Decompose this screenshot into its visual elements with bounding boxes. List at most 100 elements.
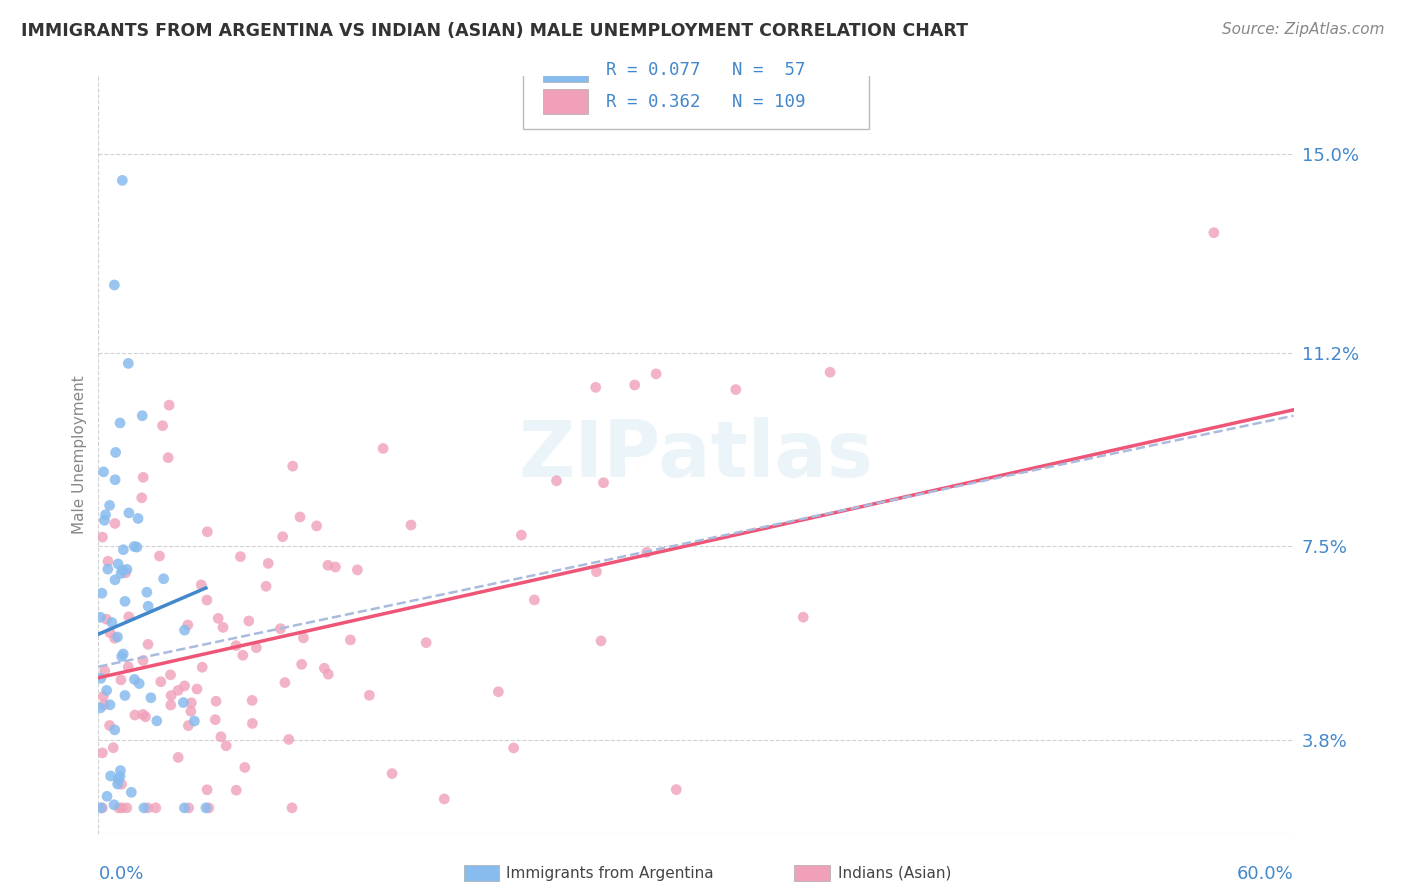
- Point: [152, 418, 174, 433]
- Y-axis label: Male Unemployment: Male Unemployment: [72, 376, 87, 534]
- Point: [97, 562, 120, 576]
- Point: [134, 709, 156, 723]
- Point: [128, 676, 150, 690]
- Point: [316, 667, 339, 681]
- Point: [127, 511, 149, 525]
- Point: [107, 630, 129, 644]
- Point: [96, 683, 118, 698]
- Text: 60.0%: 60.0%: [1237, 865, 1294, 883]
- Point: [818, 365, 841, 379]
- Point: [103, 740, 125, 755]
- Point: [131, 409, 153, 423]
- Point: [585, 565, 607, 579]
- Point: [96, 612, 118, 626]
- Point: [195, 524, 218, 539]
- Point: [104, 445, 127, 459]
- Point: [205, 694, 228, 708]
- Point: [89, 701, 111, 715]
- Point: [89, 610, 111, 624]
- Point: [104, 632, 127, 646]
- Point: [146, 714, 169, 728]
- Point: [225, 783, 247, 797]
- Point: [254, 579, 277, 593]
- FancyBboxPatch shape: [543, 58, 589, 82]
- Point: [94, 508, 117, 522]
- Point: [415, 635, 437, 649]
- Point: [212, 620, 235, 634]
- Point: [177, 718, 200, 732]
- Point: [433, 792, 456, 806]
- Point: [104, 573, 127, 587]
- Point: [240, 693, 263, 707]
- Point: [277, 732, 299, 747]
- Point: [172, 696, 194, 710]
- Point: [314, 661, 336, 675]
- Point: [177, 801, 200, 815]
- Point: [96, 789, 118, 804]
- Point: [104, 516, 127, 531]
- Point: [103, 277, 125, 292]
- Point: [724, 383, 747, 397]
- Point: [225, 639, 247, 653]
- Point: [93, 465, 115, 479]
- Text: Immigrants from Argentina: Immigrants from Argentina: [506, 866, 714, 880]
- Point: [98, 718, 121, 732]
- Point: [233, 760, 256, 774]
- Point: [93, 513, 115, 527]
- Point: [111, 649, 134, 664]
- Point: [207, 611, 229, 625]
- Point: [242, 716, 264, 731]
- Point: [108, 801, 131, 815]
- Point: [589, 633, 612, 648]
- Point: [111, 801, 134, 815]
- Point: [180, 696, 202, 710]
- FancyBboxPatch shape: [523, 45, 869, 128]
- Point: [371, 442, 394, 456]
- Point: [288, 510, 311, 524]
- Point: [148, 549, 170, 563]
- Point: [173, 679, 195, 693]
- Point: [101, 615, 124, 630]
- Point: [132, 801, 155, 815]
- Point: [183, 714, 205, 728]
- Point: [103, 797, 125, 812]
- Point: [159, 698, 181, 712]
- Text: ZIPatlas: ZIPatlas: [519, 417, 873, 493]
- Point: [167, 683, 190, 698]
- Point: [115, 801, 138, 815]
- Point: [592, 475, 614, 490]
- Point: [157, 450, 180, 465]
- Point: [100, 769, 122, 783]
- Text: R = 0.362   N = 109: R = 0.362 N = 109: [606, 93, 806, 111]
- Point: [305, 519, 328, 533]
- Point: [194, 801, 217, 815]
- Point: [136, 801, 159, 815]
- Point: [108, 416, 131, 430]
- Point: [585, 380, 607, 394]
- Point: [167, 750, 190, 764]
- Point: [399, 518, 422, 533]
- Point: [111, 563, 134, 577]
- Point: [91, 530, 114, 544]
- Point: [197, 801, 219, 815]
- Point: [195, 593, 218, 607]
- Point: [98, 698, 121, 712]
- Point: [204, 713, 226, 727]
- Point: [110, 764, 132, 778]
- Point: [339, 632, 361, 647]
- Point: [117, 356, 139, 370]
- Point: [159, 668, 181, 682]
- Text: 0.0%: 0.0%: [98, 865, 143, 883]
- Point: [114, 594, 136, 608]
- Point: [97, 554, 120, 568]
- Point: [111, 173, 134, 187]
- Point: [359, 688, 381, 702]
- Point: [209, 730, 232, 744]
- Point: [90, 671, 112, 685]
- Point: [381, 766, 404, 780]
- Point: [149, 674, 172, 689]
- Point: [104, 723, 127, 737]
- Point: [108, 769, 131, 783]
- FancyBboxPatch shape: [543, 89, 589, 113]
- Point: [124, 540, 146, 554]
